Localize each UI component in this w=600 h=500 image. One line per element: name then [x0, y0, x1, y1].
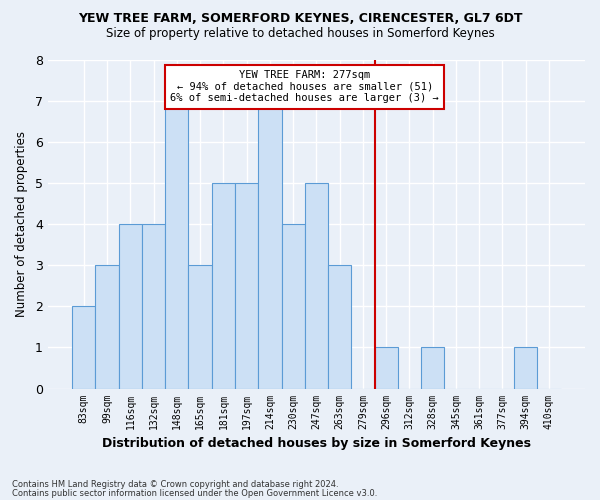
Bar [165, 101, 188, 388]
Text: Contains public sector information licensed under the Open Government Licence v3: Contains public sector information licen… [12, 488, 377, 498]
Bar [119, 224, 142, 388]
Text: YEW TREE FARM, SOMERFORD KEYNES, CIRENCESTER, GL7 6DT: YEW TREE FARM, SOMERFORD KEYNES, CIRENCE… [78, 12, 522, 26]
Bar [235, 183, 258, 388]
Text: Size of property relative to detached houses in Somerford Keynes: Size of property relative to detached ho… [106, 28, 494, 40]
Text: Contains HM Land Registry data © Crown copyright and database right 2024.: Contains HM Land Registry data © Crown c… [12, 480, 338, 489]
Bar [374, 348, 398, 389]
Text: YEW TREE FARM: 277sqm
← 94% of detached houses are smaller (51)
6% of semi-detac: YEW TREE FARM: 277sqm ← 94% of detached … [170, 70, 439, 104]
Bar [72, 306, 95, 388]
Bar [142, 224, 165, 388]
Bar [305, 183, 328, 388]
X-axis label: Distribution of detached houses by size in Somerford Keynes: Distribution of detached houses by size … [102, 437, 531, 450]
Bar [281, 224, 305, 388]
Bar [95, 266, 119, 388]
Bar [421, 348, 445, 389]
Y-axis label: Number of detached properties: Number of detached properties [15, 132, 28, 318]
Bar [212, 183, 235, 388]
Bar [514, 348, 538, 389]
Bar [328, 266, 351, 388]
Bar [188, 266, 212, 388]
Bar [258, 101, 281, 388]
